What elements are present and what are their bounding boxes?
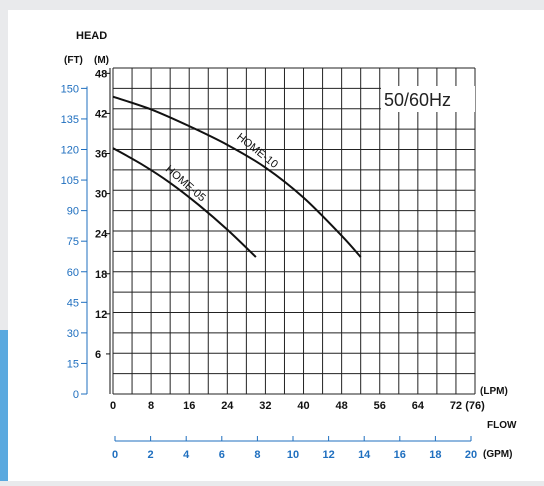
gpm-tick-label: 12	[322, 449, 334, 461]
m-tick-label: 24	[95, 229, 108, 241]
m-tick-label: 12	[95, 309, 107, 321]
gpm-tick-label: 10	[287, 449, 299, 461]
ft-tick-label: 60	[67, 267, 79, 279]
lpm-tick-label: 72	[450, 400, 462, 412]
ft-tick-label: 120	[61, 145, 79, 157]
blue-side-tab	[0, 330, 8, 481]
m-axis: 6 12 18 24 30 36 42 48	[95, 68, 111, 394]
lpm-tick-label: 64	[412, 400, 425, 412]
lpm-tick-label: 40	[297, 400, 309, 412]
gpm-tick-label: 0	[112, 449, 118, 461]
grid	[112, 67, 476, 395]
ft-axis: 0 15 30 45 60 75 90 105 120 135 150	[61, 83, 88, 401]
ft-tick-label: 105	[61, 175, 79, 187]
gpm-tick-label: 14	[358, 449, 371, 461]
m-tick-label: 6	[95, 349, 101, 361]
series-line-home-10	[112, 95, 362, 258]
lpm-tick-label: 16	[183, 400, 195, 412]
gpm-tick-label: 2	[148, 449, 154, 461]
gpm-tick-label: 18	[429, 449, 441, 461]
lpm-tick-label: 56	[374, 400, 386, 412]
ft-tick-label: 150	[61, 83, 79, 95]
frequency-label: 50/60Hz	[384, 90, 451, 110]
ft-tick-label: 30	[67, 328, 79, 340]
m-tick-label: 30	[95, 189, 107, 201]
flow-label: FLOW	[487, 420, 517, 431]
gpm-tick-label: 4	[183, 449, 190, 461]
gpm-tick-label: 20	[465, 449, 477, 461]
gpm-unit-label: (GPM)	[483, 449, 512, 460]
m-tick-label: 36	[95, 149, 107, 161]
gpm-axis: 0 2 4 6 8 10 12 14 16 18 20	[112, 436, 477, 461]
lpm-tick-label: 32	[259, 400, 271, 412]
lpm-tick-label: 0	[110, 400, 116, 412]
m-tick-label: 42	[95, 108, 107, 120]
lpm-tick-label: 24	[221, 400, 234, 412]
lpm-tick-label: 8	[148, 400, 154, 412]
lpm-tick-label: (76)	[465, 400, 485, 412]
lpm-tick-label: 48	[336, 400, 348, 412]
head-title: HEAD	[76, 30, 107, 42]
m-tick-label: 48	[95, 68, 107, 80]
ft-tick-label: 75	[67, 236, 79, 248]
ft-tick-label: 135	[61, 114, 79, 126]
lpm-axis: 0 8 16 24 32 40 48 56 64 72 (76)	[110, 400, 485, 412]
ft-tick-label: 90	[67, 206, 79, 218]
frequency-label-box	[381, 86, 475, 112]
white-panel	[8, 10, 544, 481]
m-unit-label: (M)	[94, 55, 109, 66]
gpm-tick-label: 8	[254, 449, 260, 461]
ft-tick-label: 45	[67, 297, 79, 309]
gpm-tick-label: 6	[219, 449, 225, 461]
ft-unit-label: (FT)	[64, 55, 83, 66]
gpm-tick-label: 16	[394, 449, 406, 461]
series-line-home-05	[112, 147, 257, 258]
ft-tick-label: 15	[67, 358, 79, 370]
m-tick-label: 18	[95, 269, 107, 281]
ft-tick-label: 0	[73, 389, 79, 401]
lpm-unit-label: (LPM)	[480, 386, 508, 397]
